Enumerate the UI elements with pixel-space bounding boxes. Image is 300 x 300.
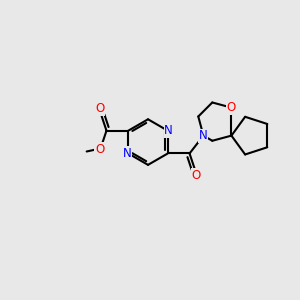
Text: O: O (95, 143, 104, 156)
Text: N: N (164, 124, 173, 137)
Text: O: O (192, 169, 201, 182)
Text: N: N (123, 147, 132, 160)
Text: O: O (95, 102, 104, 116)
Text: N: N (199, 129, 208, 142)
Text: O: O (227, 101, 236, 114)
